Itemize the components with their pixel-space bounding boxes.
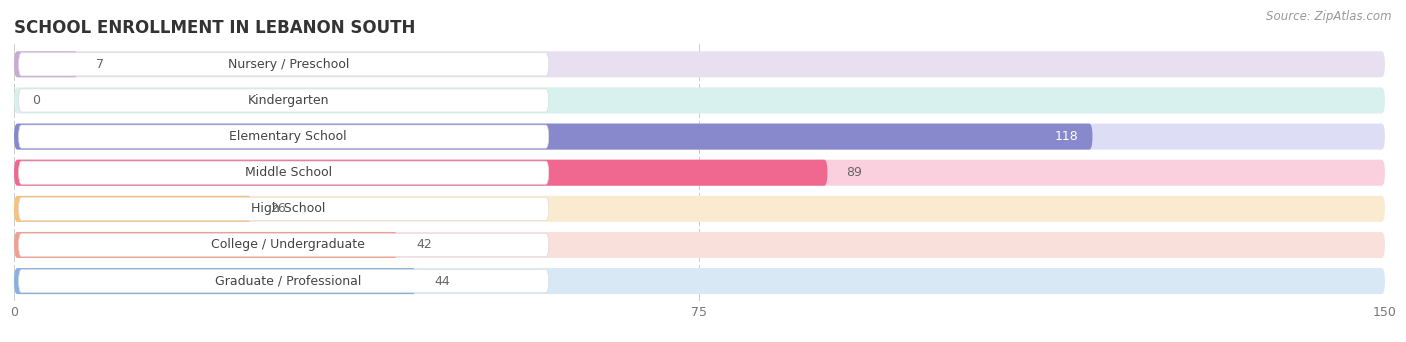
FancyBboxPatch shape: [14, 123, 1385, 149]
FancyBboxPatch shape: [14, 268, 1385, 294]
FancyBboxPatch shape: [18, 197, 548, 220]
FancyBboxPatch shape: [14, 196, 252, 222]
FancyBboxPatch shape: [18, 125, 548, 148]
Text: High School: High School: [252, 202, 325, 215]
Text: Nursery / Preschool: Nursery / Preschool: [228, 58, 349, 71]
FancyBboxPatch shape: [18, 53, 548, 76]
FancyBboxPatch shape: [14, 268, 416, 294]
Text: College / Undergraduate: College / Undergraduate: [211, 238, 366, 251]
FancyBboxPatch shape: [14, 123, 1092, 149]
FancyBboxPatch shape: [14, 88, 1385, 114]
Text: Middle School: Middle School: [245, 166, 332, 179]
FancyBboxPatch shape: [18, 89, 548, 112]
Text: 42: 42: [416, 238, 432, 251]
Text: 26: 26: [270, 202, 285, 215]
Text: 89: 89: [846, 166, 862, 179]
FancyBboxPatch shape: [18, 269, 548, 293]
Text: Graduate / Professional: Graduate / Professional: [215, 275, 361, 288]
FancyBboxPatch shape: [14, 160, 827, 186]
FancyBboxPatch shape: [14, 160, 1385, 186]
Text: Source: ZipAtlas.com: Source: ZipAtlas.com: [1267, 10, 1392, 23]
Text: Kindergarten: Kindergarten: [247, 94, 329, 107]
Text: 0: 0: [32, 94, 41, 107]
FancyBboxPatch shape: [14, 232, 398, 258]
FancyBboxPatch shape: [18, 233, 548, 256]
Text: SCHOOL ENROLLMENT IN LEBANON SOUTH: SCHOOL ENROLLMENT IN LEBANON SOUTH: [14, 19, 415, 37]
Text: 44: 44: [434, 275, 450, 288]
Text: Elementary School: Elementary School: [229, 130, 347, 143]
FancyBboxPatch shape: [14, 51, 79, 77]
FancyBboxPatch shape: [14, 232, 1385, 258]
Text: 7: 7: [96, 58, 104, 71]
FancyBboxPatch shape: [18, 161, 548, 184]
Text: 118: 118: [1054, 130, 1078, 143]
FancyBboxPatch shape: [14, 51, 1385, 77]
FancyBboxPatch shape: [14, 196, 1385, 222]
